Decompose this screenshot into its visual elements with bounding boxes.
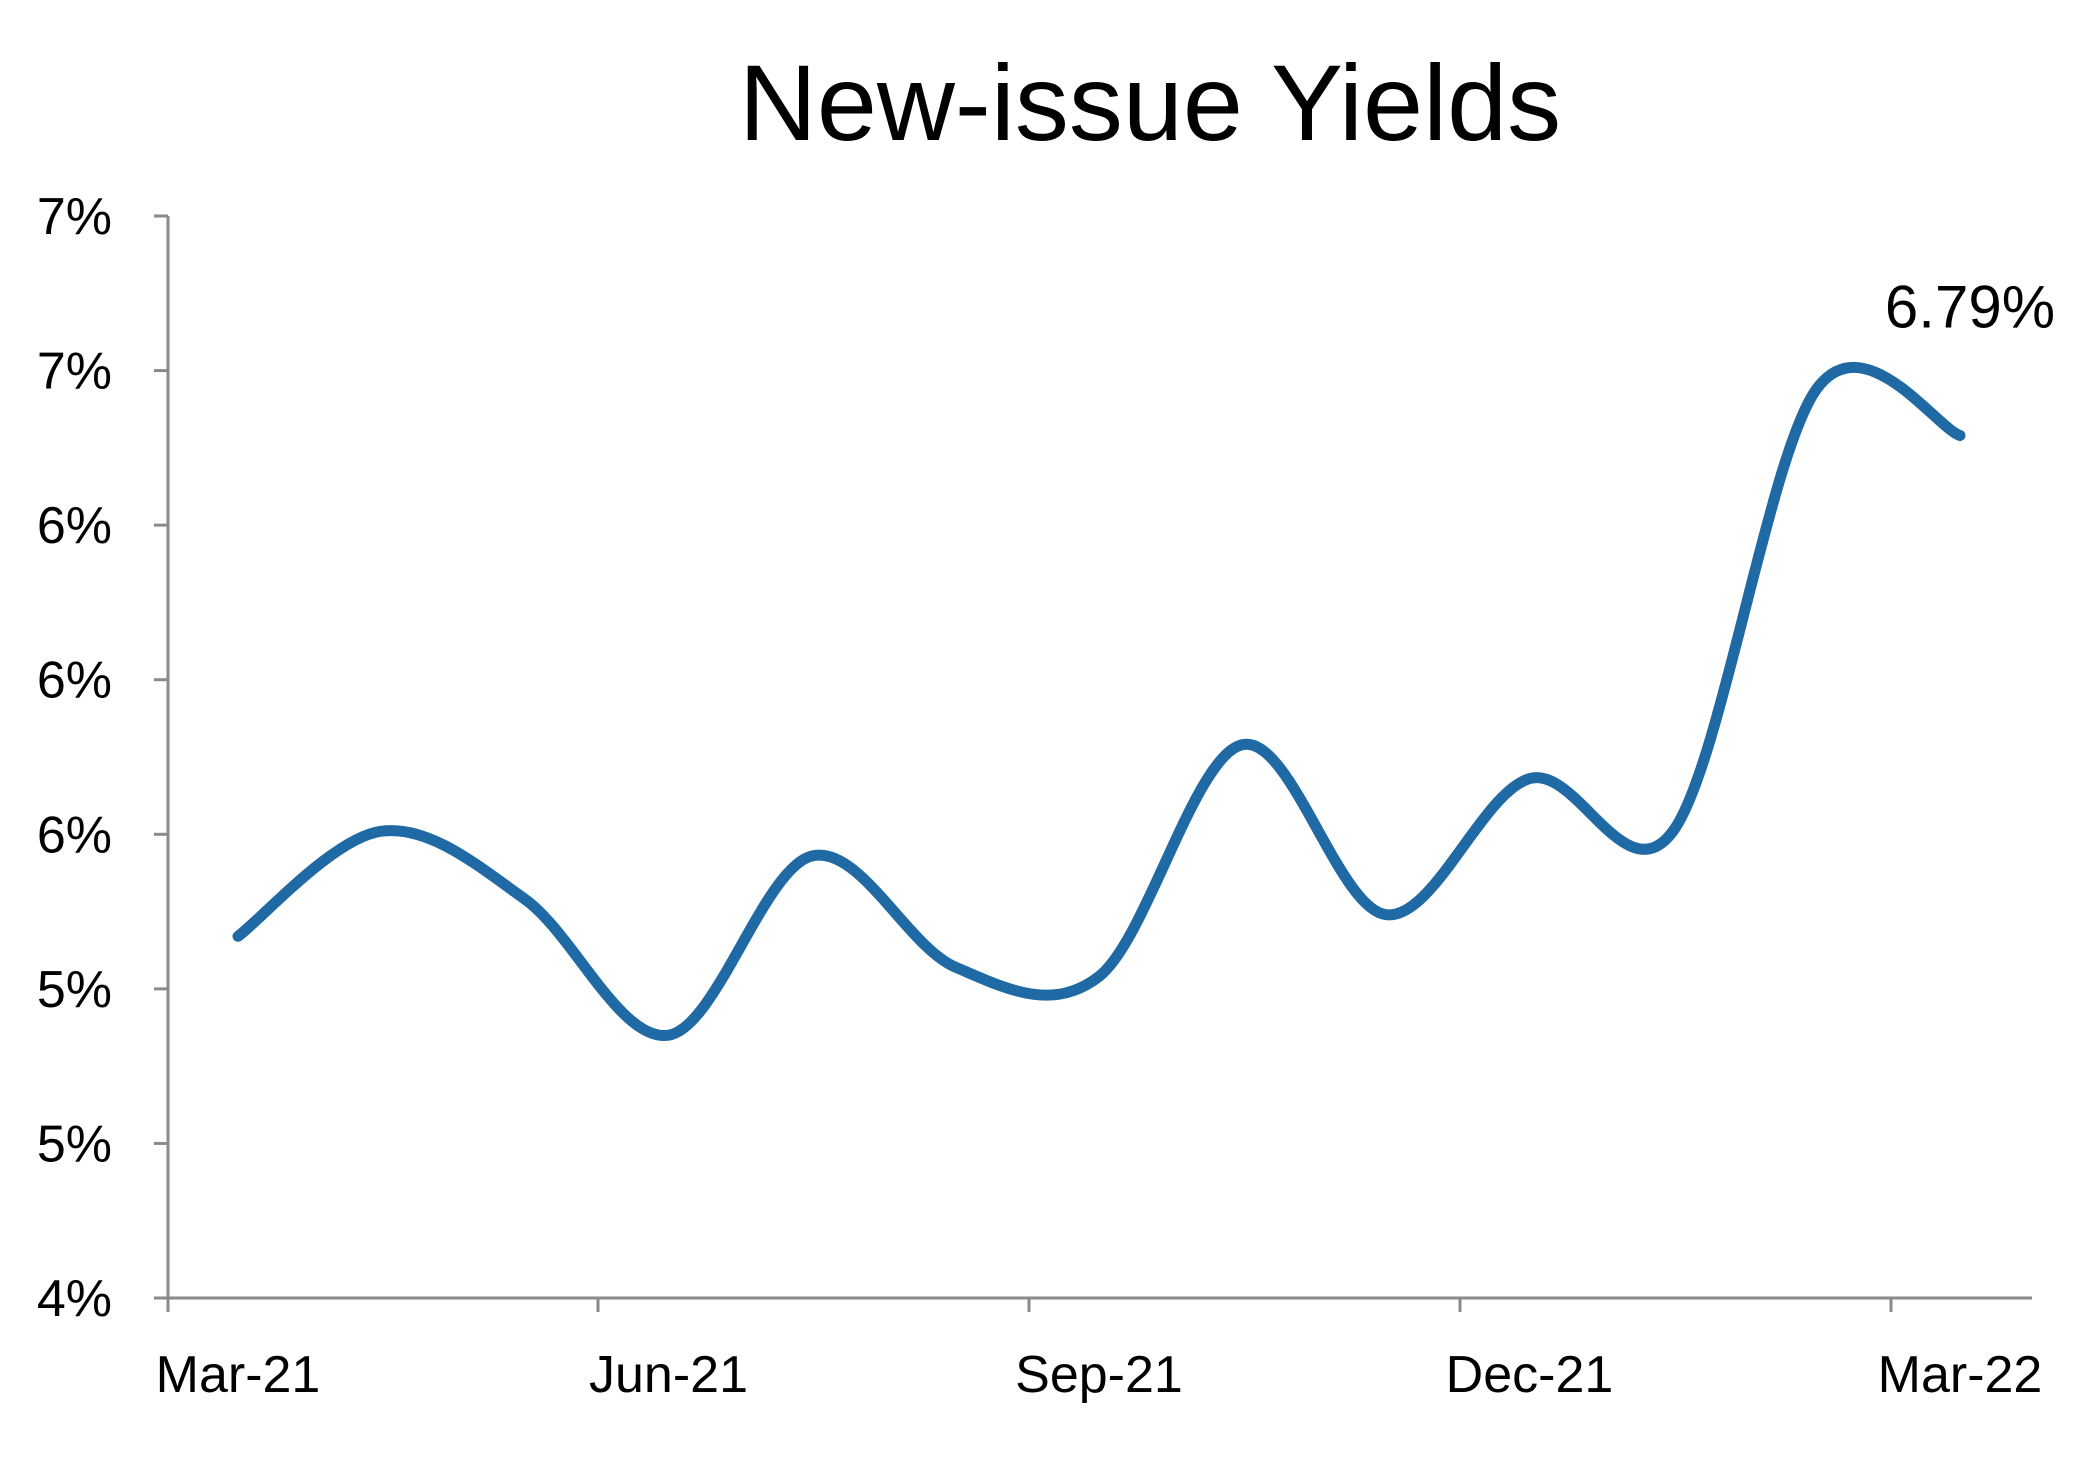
y-tick-label: 6% xyxy=(37,806,112,864)
y-tick-label: 7% xyxy=(37,343,112,401)
chart-title: New-issue Yields xyxy=(739,42,1561,163)
x-tick-label: Sep-21 xyxy=(1015,1346,1183,1404)
y-tick-label: 5% xyxy=(37,1115,112,1173)
y-tick-label: 4% xyxy=(37,1270,112,1328)
y-tick-label: 5% xyxy=(37,961,112,1019)
x-tick-label: Jun-21 xyxy=(589,1346,748,1404)
y-tick-label: 7% xyxy=(37,188,112,246)
data-label: 6.79% xyxy=(1885,273,2055,340)
y-axis-ticks: 4% 5% 5% 6% 6% 6% 7% 7% xyxy=(37,188,168,1328)
annotations: 6.79% xyxy=(1885,273,2055,340)
x-tick-label: Mar-21 xyxy=(156,1346,321,1404)
y-tick-label: 6% xyxy=(37,652,112,710)
y-tick-label: 6% xyxy=(37,497,112,555)
series-line xyxy=(232,361,1966,1041)
x-axis-ticks: Mar-21 Jun-21 Sep-21 Dec-21 Mar-22 xyxy=(156,1298,2043,1404)
x-tick-label: Dec-21 xyxy=(1446,1346,1614,1404)
series-group xyxy=(232,361,1966,1041)
x-tick-label: Mar-22 xyxy=(1878,1346,2043,1404)
